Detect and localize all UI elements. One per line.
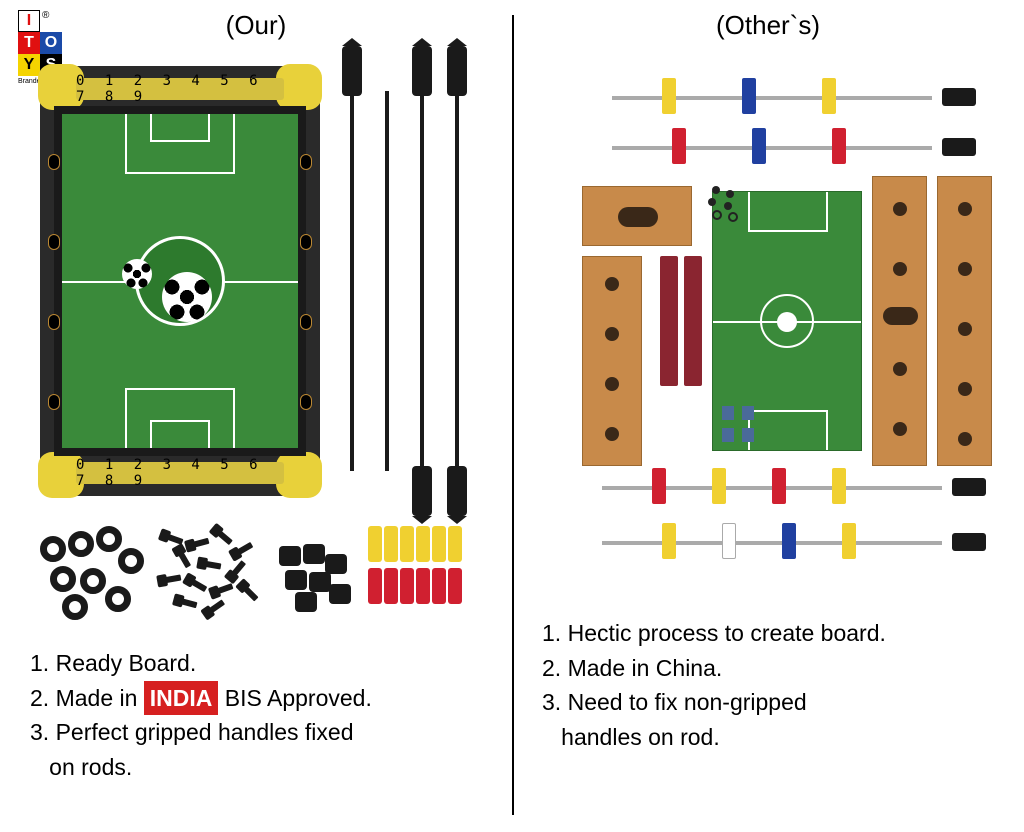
point: 3. Need to fix non-gripped handles on ro… [542,685,994,754]
other-product-area [542,56,994,606]
logo-tile: T [18,32,40,54]
logo-tile: O [40,32,62,54]
screws [155,526,259,626]
point: 3. Perfect gripped handles fixed on rods… [30,715,482,784]
point: 2. Made in INDIA BIS Approved. [30,681,482,716]
other-points: 1. Hectic process to create board. 2. Ma… [542,616,994,754]
handle-grip [942,138,976,156]
right-heading: (Other`s) [542,10,994,41]
soccer-ball-icon [122,259,152,289]
point: 1. Ready Board. [30,646,482,681]
point: 2. Made in China. [542,651,994,686]
hardware [702,186,762,246]
score-strip [660,256,678,386]
logo-tile: I [18,10,40,32]
wood-side [582,256,642,466]
our-product-area: 0 1 2 3 4 5 6 7 8 9 0 1 2 3 4 5 6 7 8 9 [30,56,482,812]
wood-side [937,176,992,466]
score-strip [684,256,702,386]
score-top: 0 1 2 3 4 5 6 7 8 9 [76,78,284,100]
parts-row [40,516,472,636]
wood-side [582,186,692,246]
player-figures [368,526,472,626]
handle-grip [952,478,986,496]
washers [40,526,135,626]
rod [602,541,942,545]
soccer-ball-icon [777,312,797,332]
our-panel: I ® T O Y S Branded Toys at Affordable P… [0,0,512,832]
rods [340,66,500,496]
playing-field [54,106,306,456]
other-panel: (Other`s) [512,0,1024,832]
score-bottom: 0 1 2 3 4 5 6 7 8 9 [76,462,284,484]
foosball-board: 0 1 2 3 4 5 6 7 8 9 0 1 2 3 4 5 6 7 8 9 [40,66,320,496]
handle-grip [952,533,986,551]
india-badge: INDIA [144,681,219,716]
point: 1. Hectic process to create board. [542,616,994,651]
wood-side [872,176,927,466]
caps [279,536,348,616]
handle-grip [942,88,976,106]
reg-mark: ® [42,10,49,32]
rod [612,146,932,150]
rod [612,96,932,100]
soccer-ball-icon [162,272,212,322]
